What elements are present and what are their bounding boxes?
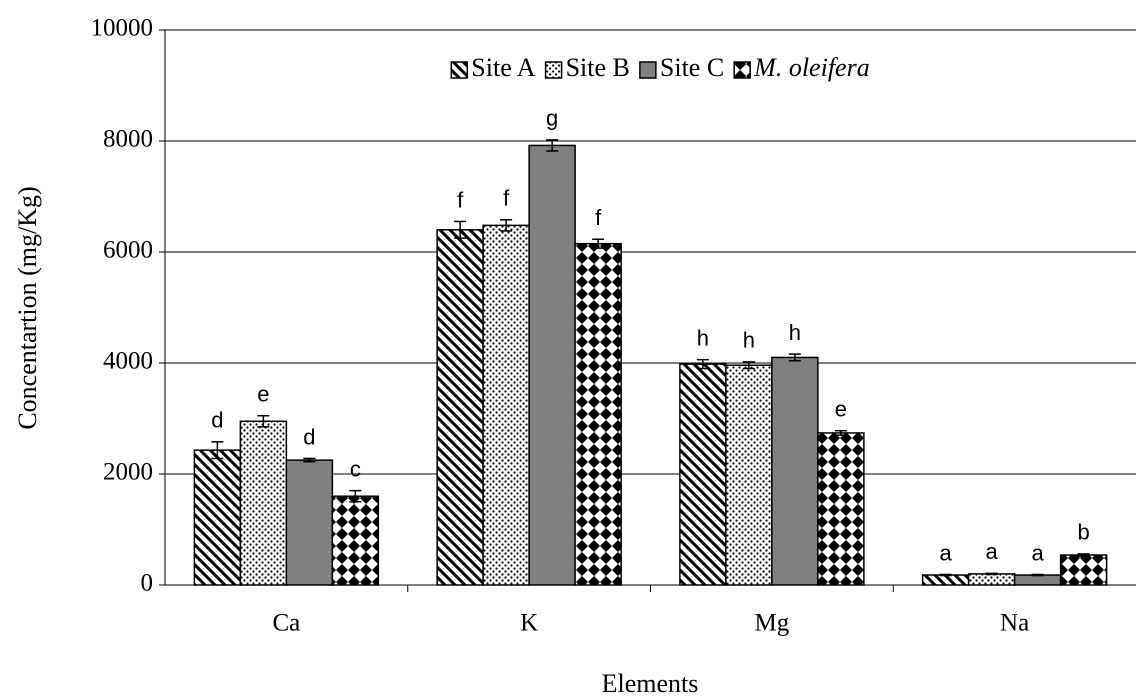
bar	[771, 356, 819, 586]
significance-label: a	[1032, 540, 1045, 565]
significance-label: d	[211, 408, 223, 433]
significance-label: e	[835, 397, 847, 422]
significance-label: e	[257, 382, 269, 407]
x-tick-label: K	[520, 610, 538, 637]
error-bar	[257, 414, 270, 428]
bar	[528, 144, 576, 586]
x-axis-label: Elements	[602, 669, 699, 698]
error-bar	[834, 429, 847, 436]
legend-swatch	[450, 61, 469, 79]
legend-label: Site B	[566, 53, 630, 82]
bar	[574, 242, 622, 586]
bar	[725, 364, 773, 586]
significance-label: f	[503, 186, 510, 211]
x-tick-label: Na	[1000, 610, 1029, 637]
legend-item: Site A	[450, 53, 536, 82]
y-axis-label: Concentartion (mg/Kg)	[13, 186, 42, 429]
significance-label: a	[986, 539, 999, 564]
significance-label: h	[743, 328, 755, 353]
bar	[331, 495, 380, 586]
significance-label: a	[940, 540, 953, 565]
bar	[921, 574, 970, 586]
legend-label: Site C	[660, 53, 724, 82]
significance-label: d	[303, 424, 315, 449]
legend-swatch	[639, 61, 657, 79]
significance-label: f	[457, 187, 464, 212]
error-bar	[788, 353, 801, 362]
legend-item: Site C	[639, 53, 724, 82]
bar	[967, 573, 1016, 586]
legend-label: Site A	[471, 53, 536, 82]
error-bar	[500, 219, 513, 232]
bar	[482, 224, 530, 586]
bar	[1059, 554, 1108, 586]
legend-label: M. oleifera	[753, 53, 870, 82]
error-bar	[985, 572, 998, 576]
bar	[193, 449, 242, 586]
error-bar	[303, 457, 316, 463]
bar	[1013, 574, 1062, 586]
error-bar	[939, 573, 952, 577]
bar	[817, 432, 865, 586]
significance-label: b	[1078, 520, 1090, 545]
x-tick-label: Mg	[755, 610, 790, 637]
bar	[285, 459, 334, 586]
error-bar	[742, 361, 755, 370]
significance-label: h	[697, 325, 709, 350]
significance-label: g	[546, 106, 558, 131]
error-bar	[1077, 553, 1090, 557]
bar	[436, 229, 484, 586]
error-bar	[592, 238, 605, 249]
significance-label: c	[350, 456, 361, 481]
bar	[239, 420, 288, 586]
error-bar	[211, 441, 224, 460]
legend-swatch	[733, 61, 751, 79]
legend-item: Site B	[544, 53, 630, 82]
error-bar	[696, 358, 709, 370]
y-tick-label: 6000	[103, 237, 153, 264]
error-bar	[454, 220, 467, 239]
error-bar	[349, 489, 362, 503]
y-tick-label: 4000	[103, 348, 153, 375]
error-bar	[1031, 573, 1044, 577]
x-tick-label: Ca	[272, 610, 300, 637]
error-bar	[546, 139, 559, 152]
significance-label: f	[595, 205, 602, 230]
significance-label: h	[789, 320, 801, 345]
bar	[679, 363, 727, 586]
legend-swatch	[544, 61, 563, 79]
y-tick-label: 10000	[91, 15, 154, 42]
y-tick-label: 0	[141, 570, 154, 597]
y-tick-label: 8000	[103, 126, 153, 153]
y-tick-label: 2000	[103, 459, 153, 486]
legend-item: M. oleifera	[733, 53, 870, 82]
